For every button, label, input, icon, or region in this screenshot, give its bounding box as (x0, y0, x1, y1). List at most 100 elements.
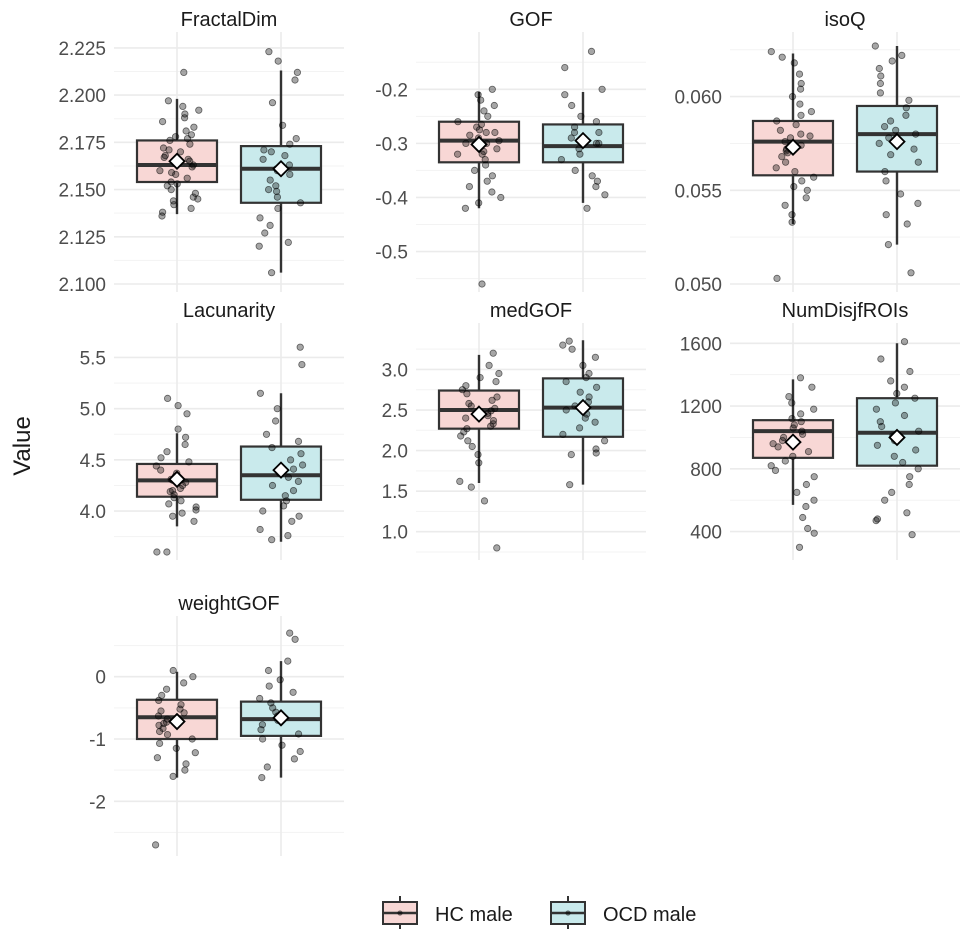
data-point (591, 353, 600, 361)
mean-marker (272, 160, 290, 178)
y-tick-label: -1 (89, 730, 106, 751)
data-point (905, 480, 913, 489)
mean-marker (272, 461, 290, 479)
data-point (291, 76, 299, 84)
data-point (481, 161, 490, 169)
data-point (493, 544, 501, 552)
data-point (462, 414, 470, 422)
data-point (581, 414, 589, 422)
data-point (808, 383, 816, 391)
data-point (259, 155, 267, 163)
data-point (467, 483, 475, 491)
data-point (190, 517, 198, 525)
data-point (177, 497, 185, 505)
data-point (465, 183, 473, 191)
panel-medgof: 1.0 1.5 2.0 2.5 3.0 medGOF (382, 300, 646, 560)
data-point (187, 204, 195, 212)
data-point (179, 102, 187, 111)
data-point (781, 158, 790, 166)
data-point (796, 85, 805, 93)
y-axis-label: Value (9, 416, 36, 476)
data-point (169, 772, 177, 781)
data-point (183, 410, 191, 418)
data-point (480, 107, 488, 115)
data-point (257, 726, 265, 734)
data-point (898, 51, 906, 60)
data-point (562, 406, 570, 414)
data-point (788, 218, 796, 226)
data-point (169, 512, 177, 520)
data-point (559, 341, 567, 349)
data-point (292, 135, 300, 143)
data-point (293, 68, 301, 77)
data-point (184, 155, 192, 163)
data-point (192, 506, 200, 514)
data-point (595, 128, 603, 137)
data-point (781, 138, 789, 146)
y-tick-label: 2.225 (58, 39, 106, 60)
data-point (258, 735, 267, 743)
data-point (577, 112, 585, 120)
data-point (888, 488, 896, 496)
data-point (298, 461, 307, 469)
data-point (797, 130, 805, 138)
data-point (291, 635, 299, 643)
data-point (475, 459, 483, 467)
data-point (774, 443, 782, 451)
data-point (457, 432, 465, 440)
data-point (905, 96, 913, 104)
data-point (458, 386, 466, 394)
data-point (802, 502, 810, 511)
data-point (286, 170, 294, 178)
data-point (810, 405, 818, 413)
data-point (882, 177, 890, 185)
panel-fractaldim: 2.100 2.125 2.150 2.175 2.200 2.225 FractalDim (58, 9, 344, 296)
mean-marker (168, 152, 186, 170)
y-tick-label: 5.0 (80, 400, 106, 421)
data-point (772, 164, 780, 172)
mean-marker (784, 433, 802, 451)
data-point (914, 158, 922, 166)
data-point (575, 424, 584, 432)
data-point (795, 543, 804, 551)
data-point (893, 389, 901, 398)
data-point (785, 392, 793, 401)
data-point (562, 377, 570, 386)
data-point (903, 509, 911, 517)
data-point (887, 377, 895, 385)
data-point (295, 512, 303, 520)
data-point (156, 739, 164, 748)
data-point (163, 685, 171, 693)
data-point (182, 127, 190, 135)
data-point (877, 72, 885, 80)
box-ocd-male (855, 338, 939, 539)
data-point (907, 269, 915, 277)
data-point (167, 186, 175, 194)
data-point (258, 773, 266, 782)
data-point (570, 123, 579, 131)
data-point (778, 153, 786, 161)
data-point (487, 422, 495, 430)
data-point (488, 188, 496, 196)
y-tick-label: 4.0 (80, 502, 106, 523)
data-point (265, 682, 273, 690)
data-point (875, 139, 883, 147)
data-point (159, 118, 167, 126)
data-point (902, 111, 910, 119)
y-tick-label: 2.5 (382, 401, 408, 422)
panel-weightgof: -2 -1 0 weightGOF (89, 593, 344, 856)
data-point (172, 744, 180, 752)
mean-marker (888, 132, 906, 151)
data-point (567, 450, 575, 459)
data-point (598, 85, 606, 93)
data-point (169, 486, 177, 495)
data-point (595, 139, 603, 147)
data-point (781, 201, 789, 209)
data-point (799, 513, 807, 522)
mean-marker (784, 138, 802, 156)
data-point (910, 145, 918, 153)
data-point (194, 195, 202, 203)
data-point (279, 502, 288, 510)
data-point (892, 126, 900, 134)
data-point (482, 128, 490, 137)
